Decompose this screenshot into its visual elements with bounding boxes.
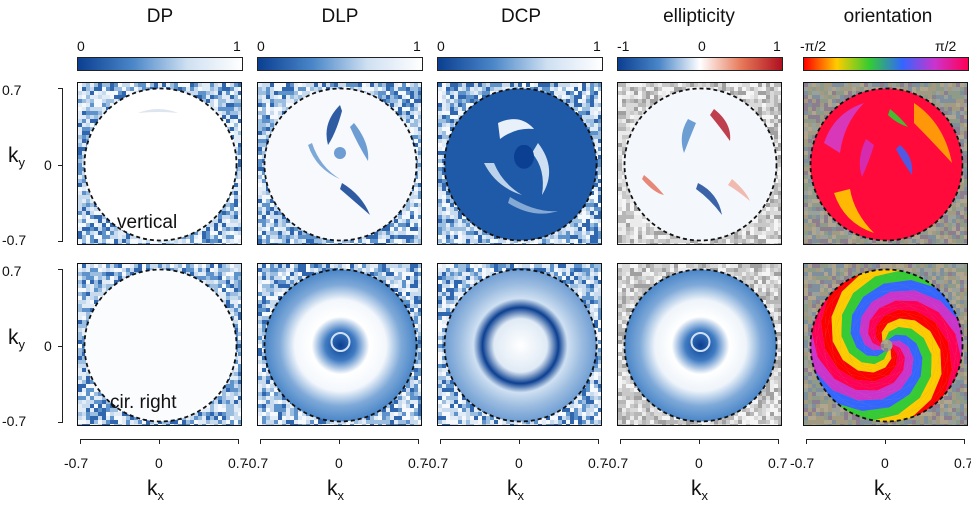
cbar-min-dcp: 0: [437, 38, 445, 54]
ytick-mark: [58, 165, 63, 166]
row-label-vertical: vertical: [117, 212, 178, 233]
cbar-max-orientation: π/2: [935, 38, 957, 54]
ytick-top--0.7: -0.7: [2, 232, 27, 248]
aperture-circle: [263, 87, 418, 242]
xtick-label: 0.7: [954, 455, 971, 471]
xtick-label: 0.7: [768, 455, 788, 471]
ytick-mark: [58, 241, 63, 242]
xlabel-3: kx: [507, 477, 524, 504]
xtick-mark: [806, 439, 807, 444]
xtick-mark: [339, 439, 340, 444]
ytick-top-0.7: 0.7: [2, 82, 22, 98]
xtick-label: 0: [155, 455, 163, 471]
aperture-circle: [443, 268, 598, 423]
cbar-mid-ellipticity: 0: [698, 38, 706, 54]
panel-vertical-ellipticity: [617, 82, 782, 245]
col-title-dcp: DCP: [500, 6, 542, 27]
spiral-pattern: [810, 269, 963, 422]
xtick-mark: [159, 439, 160, 444]
col-title-dlp: DLP: [321, 6, 359, 27]
xtick-label: -0.7: [424, 455, 449, 471]
aperture-circle: [623, 268, 778, 423]
cbar-max-dcp: 1: [593, 38, 601, 54]
ytick-mark: [58, 269, 63, 270]
col-title-orientation: orientation: [843, 6, 933, 27]
cbar-min-ellipticity: -1: [617, 38, 630, 54]
aperture-circle: [623, 87, 778, 242]
xtick-mark: [964, 439, 965, 444]
ytick-bottom-0.7: 0.7: [2, 263, 22, 279]
ytick-mark: [58, 346, 63, 347]
cbar-min-dp: 0: [77, 38, 85, 54]
ylabel-bottom: ky: [8, 326, 25, 353]
row-label-cir-right: cir. right: [110, 392, 177, 413]
ylabel-top: ky: [8, 144, 25, 171]
colorbar-dcp: [437, 57, 603, 71]
colorbar-orientation: [803, 57, 969, 71]
xtick-label: 0: [695, 455, 703, 471]
xtick-label: -0.7: [790, 455, 815, 471]
xtick-label: -0.7: [244, 455, 269, 471]
xtick-mark: [620, 439, 621, 444]
panel-cirright-dcp: [437, 263, 602, 426]
cbar-max-dlp: 1: [413, 38, 421, 54]
colorbar-dlp: [257, 57, 423, 71]
cbar-min-dlp: 0: [257, 38, 265, 54]
xtick-mark: [80, 439, 81, 444]
xlabel-1: kx: [147, 477, 164, 504]
xtick-label: 0: [881, 455, 889, 471]
xtick-label: 0.7: [228, 455, 248, 471]
aperture-circle: [443, 87, 598, 242]
xtick-mark: [440, 439, 441, 444]
panel-vertical-dlp: [257, 82, 422, 245]
aperture-circle: [809, 268, 964, 423]
ytick-mark: [58, 88, 63, 89]
ytick-top-0: 0: [44, 157, 52, 173]
xlabel-4: kx: [691, 477, 708, 504]
xtick-mark: [519, 439, 520, 444]
aperture-circle: [83, 87, 238, 242]
xtick-label: -0.7: [604, 455, 629, 471]
ytick-mark: [58, 422, 63, 423]
panel-vertical-orientation: [803, 82, 968, 245]
aperture-circle: [809, 87, 964, 242]
xtick-mark: [418, 439, 419, 444]
xtick-mark: [699, 439, 700, 444]
cbar-min-orientation: -π/2: [800, 38, 826, 54]
xtick-mark: [778, 439, 779, 444]
cbar-max-ellipticity: 1: [773, 38, 781, 54]
xtick-mark: [260, 439, 261, 444]
xtick-mark: [238, 439, 239, 444]
xlabel-2: kx: [327, 477, 344, 504]
panel-cirright-ellipticity: [617, 263, 782, 426]
xlabel-5: kx: [874, 477, 891, 504]
panel-vertical-dp: [77, 82, 242, 245]
xtick-mark: [598, 439, 599, 444]
col-title-dp: DP: [146, 6, 174, 27]
panel-cirright-dp: [77, 263, 242, 426]
xtick-label: -0.7: [64, 455, 89, 471]
aperture-circle: [83, 268, 238, 423]
panel-cirright-dlp: [257, 263, 422, 426]
cbar-max-dp: 1: [233, 38, 241, 54]
col-title-ellipticity: ellipticity: [663, 6, 735, 27]
xtick-label: 0.7: [588, 455, 608, 471]
panel-vertical-dcp: [437, 82, 602, 245]
xtick-label: 0: [335, 455, 343, 471]
panel-cirright-orientation: [803, 263, 968, 426]
aperture-circle: [263, 268, 418, 423]
colorbar-ellipticity: [617, 57, 783, 71]
ytick-bottom-0: 0: [44, 338, 52, 354]
xtick-mark: [885, 439, 886, 444]
ytick-bottom--0.7: -0.7: [2, 413, 27, 429]
xtick-label: 0: [515, 455, 523, 471]
colorbar-dp: [77, 57, 243, 71]
xtick-label: 0.7: [408, 455, 428, 471]
